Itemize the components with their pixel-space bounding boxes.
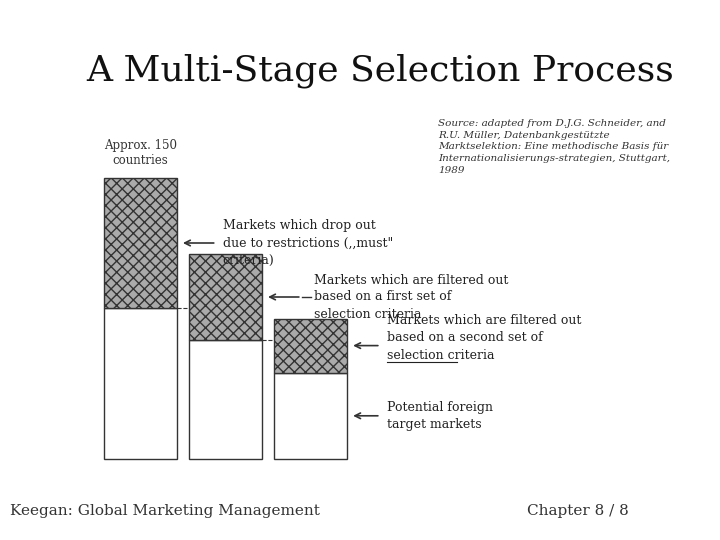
Text: Markets which are filtered out
based on a second set of: Markets which are filtered out based on …: [387, 314, 581, 345]
Text: Potential foreign
target markets: Potential foreign target markets: [387, 401, 492, 431]
Bar: [274, 373, 347, 459]
Bar: [189, 254, 262, 340]
Text: Keegan: Global Marketing Management: Keegan: Global Marketing Management: [10, 504, 320, 518]
Text: Approx. 150
countries: Approx. 150 countries: [104, 139, 177, 167]
Bar: [274, 319, 347, 373]
Bar: [104, 308, 177, 459]
Text: Chapter 8 / 8: Chapter 8 / 8: [527, 504, 629, 518]
Bar: [104, 178, 177, 308]
Bar: [189, 340, 262, 459]
Text: selection criteria: selection criteria: [387, 349, 494, 362]
Text: A Multi-Stage Selection Process: A Multi-Stage Selection Process: [86, 54, 674, 89]
Text: Source: adapted from D.J.G. Schneider, and
R.U. Müller, Datenbankgestützte
Markt: Source: adapted from D.J.G. Schneider, a…: [438, 119, 670, 175]
Text: Markets which are filtered out
based on a first set of
selection criteria: Markets which are filtered out based on …: [314, 273, 508, 321]
Text: Markets which drop out
due to restrictions (,,must"
criteria): Markets which drop out due to restrictio…: [222, 219, 393, 267]
